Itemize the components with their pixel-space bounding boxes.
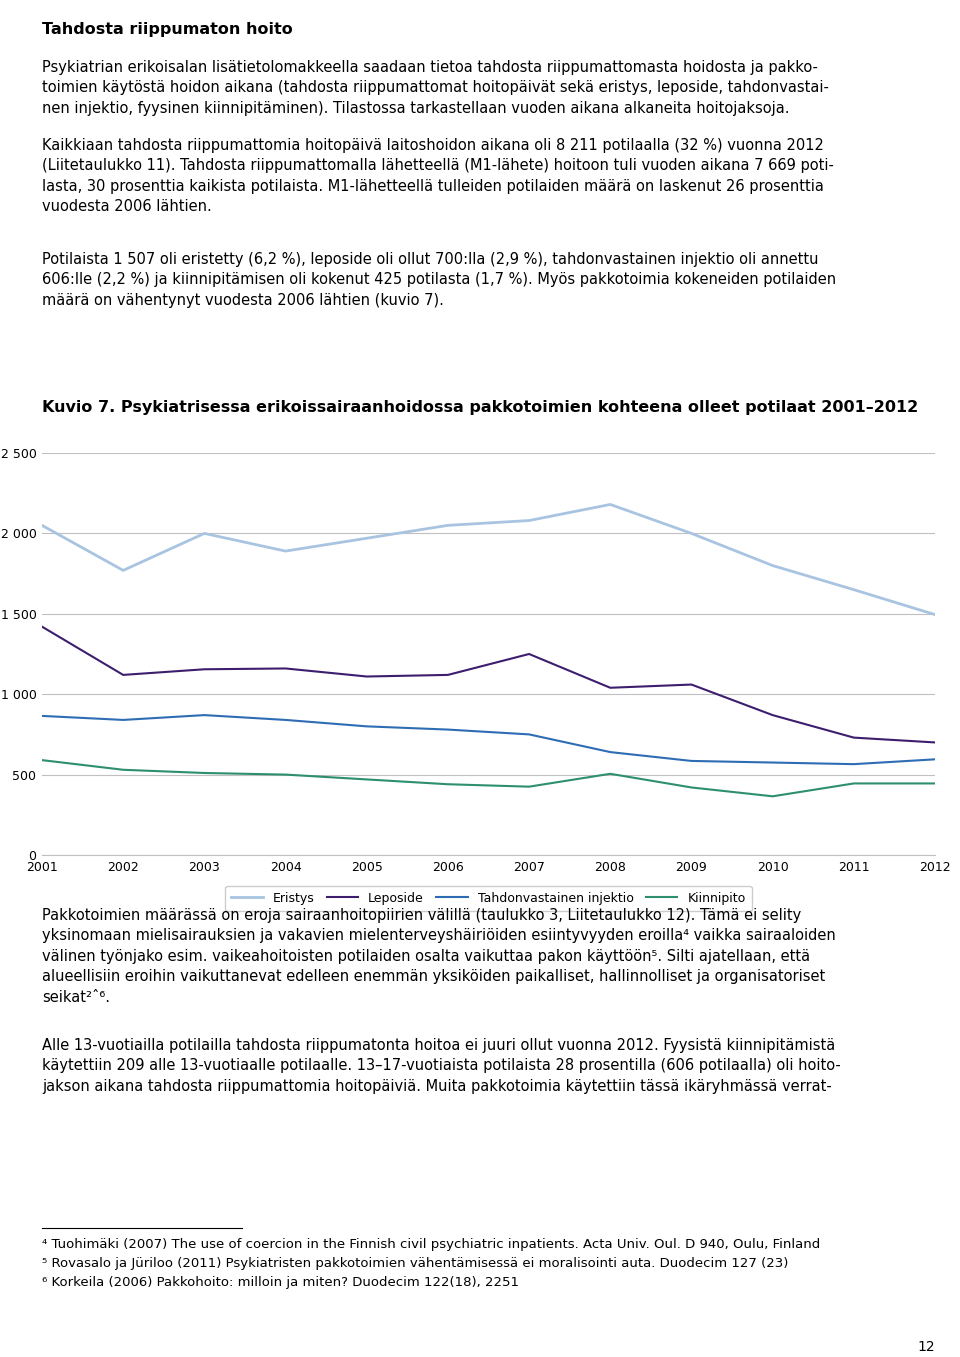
Text: Kaikkiaan tahdosta riippumattomia hoitopäivä laitoshoidon aikana oli 8 211 potil: Kaikkiaan tahdosta riippumattomia hoitop… [42, 138, 834, 214]
Text: ⁴ Tuohimäki (2007) The use of coercion in the Finnish civil psychiatric inpatien: ⁴ Tuohimäki (2007) The use of coercion i… [42, 1238, 820, 1251]
Text: ⁶ Korkeila (2006) Pakkohoito: milloin ja miten? Duodecim 122(18), 2251: ⁶ Korkeila (2006) Pakkohoito: milloin ja… [42, 1276, 519, 1289]
Legend: Eristys, Leposide, Tahdonvastainen injektio, Kiinnipito: Eristys, Leposide, Tahdonvastainen injek… [226, 886, 752, 911]
Text: Alle 13-vuotiailla potilailla tahdosta riippumatonta hoitoa ei juuri ollut vuonn: Alle 13-vuotiailla potilailla tahdosta r… [42, 1038, 841, 1094]
Text: Tahdosta riippumaton hoito: Tahdosta riippumaton hoito [42, 22, 293, 37]
Text: 12: 12 [918, 1339, 935, 1354]
Text: Potilaista 1 507 oli eristetty (6,2 %), leposide oli ollut 700:lla (2,9 %), tahd: Potilaista 1 507 oli eristetty (6,2 %), … [42, 252, 836, 308]
Text: Psykiatrian erikoisalan lisätietolomakkeella saadaan tietoa tahdosta riippumatto: Psykiatrian erikoisalan lisätietolomakke… [42, 60, 828, 115]
Text: Pakkotoimien määrässä on eroja sairaanhoitopiirien välillä (taulukko 3, Liitetau: Pakkotoimien määrässä on eroja sairaanho… [42, 908, 836, 1004]
Text: ⁵ Rovasalo ja Jüriloo (2011) Psykiatristen pakkotoimien vähentämisessä ei morali: ⁵ Rovasalo ja Jüriloo (2011) Psykiatrist… [42, 1257, 788, 1270]
Text: Kuvio 7. Psykiatrisessa erikoissairaanhoidossa pakkotoimien kohteena olleet poti: Kuvio 7. Psykiatrisessa erikoissairaanho… [42, 400, 919, 415]
